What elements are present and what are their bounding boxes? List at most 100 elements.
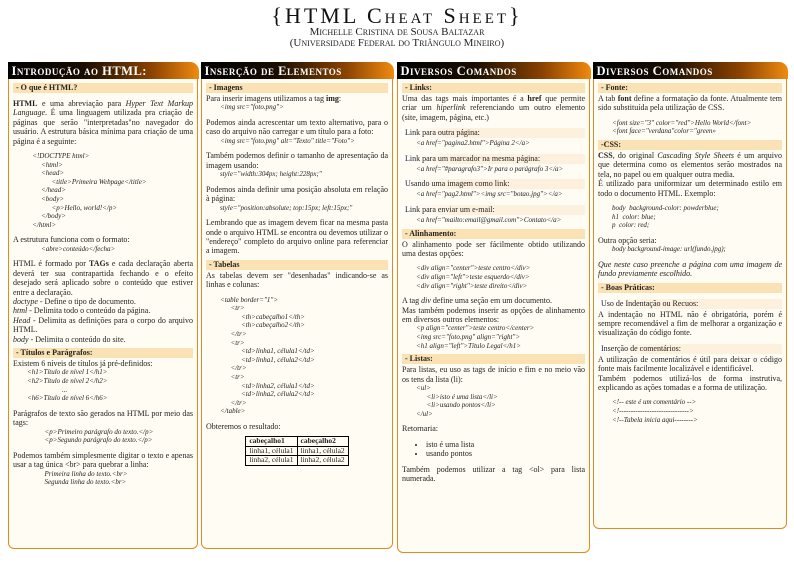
text: . É uma linguagem utilizada pra criação … bbox=[13, 108, 193, 146]
code-line: <!DOCTYPE html> bbox=[27, 152, 90, 161]
paragraph-line: Lembrando que as imagem devem ficar na m… bbox=[206, 218, 388, 256]
paragraph-line: body - Delimita o conteúdo do site. bbox=[13, 335, 193, 344]
code-line: style="position:absolute; top:15px; left… bbox=[220, 203, 353, 212]
paragraph-line: Também podemos utilizá-los de forma inst… bbox=[598, 374, 782, 393]
column-insercao: Inserção de Elementos - Imagens Para inser… bbox=[200, 62, 394, 549]
paragraph-line: Head - Delimita as definições para o cor… bbox=[13, 316, 193, 335]
paragraph-line: Outra opção seria: bbox=[598, 236, 782, 245]
list-item: usando pontos bbox=[426, 449, 585, 458]
table-header-cell: cabeçalho2 bbox=[296, 436, 349, 447]
code-line: <img src="foto.png" alt="Texto" title="F… bbox=[220, 136, 355, 145]
paragraph: As tabelas devem ser "desenhadas" indica… bbox=[206, 271, 388, 290]
code-line: <td>linha2, célula2</td> bbox=[220, 390, 315, 399]
code-line: </table> bbox=[220, 407, 246, 416]
paragraph-line: Retornaria: bbox=[402, 424, 585, 433]
table-row: linha2, célula1 linha2, célula2 bbox=[245, 455, 349, 466]
text: que permite criar um bbox=[402, 94, 585, 113]
section-heading: - O que é HTML? bbox=[13, 83, 193, 93]
code-example: body background-image: url(fundo.jpg); bbox=[612, 245, 782, 254]
code-line: <tr> bbox=[220, 304, 245, 313]
code-line: <h1 align="left">Título Legal</h1> bbox=[416, 341, 521, 350]
code-line: </tr> bbox=[220, 398, 247, 407]
text: - Define o tipo de documento. bbox=[37, 297, 136, 306]
bold-text: TAGs bbox=[88, 259, 109, 269]
text: - Delimita as definições para o corpo do… bbox=[13, 315, 193, 335]
code-line: <tr> bbox=[220, 373, 245, 381]
table-cell: linha2, célula1 bbox=[245, 455, 298, 466]
text: - Delimita o conteúdo do site. bbox=[28, 334, 126, 344]
code-line: <li>isto é uma lista</li> bbox=[416, 392, 498, 401]
paragraph: HTML é formado por TAGs e cada declaraçã… bbox=[13, 259, 193, 344]
bold-text: HTML bbox=[13, 99, 38, 108]
text: É utilizado para uniformizar um determin… bbox=[598, 179, 782, 198]
bold-text: font bbox=[617, 94, 632, 103]
code-example: <font size="3" color="red">Hello World</… bbox=[612, 119, 782, 136]
text: Podemos ainda acrescentar um texto alter… bbox=[206, 118, 388, 137]
italic-text: Cascading Style Sheets bbox=[657, 151, 735, 160]
text: A indentação no HTML não é obrigatória, … bbox=[598, 309, 782, 338]
code-line: <li>usando pontos</li> bbox=[416, 401, 496, 410]
code-line: <title>Primeira Webpage</title> bbox=[27, 177, 147, 186]
code-line: <head> bbox=[27, 169, 65, 178]
code-line: </ul> bbox=[416, 409, 433, 418]
code-line: <div align="left">teste esquerdo</div> bbox=[416, 273, 530, 281]
text: e uma abreviação para bbox=[37, 99, 126, 108]
table-cell: linha2, célula2 bbox=[296, 455, 349, 466]
code-line: </html> bbox=[27, 220, 57, 229]
paragraph: Obteremos o resultado: bbox=[206, 422, 388, 431]
text: e cada declaração aberta deverá ter sua … bbox=[13, 259, 194, 297]
code-line: <body> bbox=[27, 195, 65, 203]
code-example: <table border="1"> <tr> <th>cabeçalho1</… bbox=[220, 296, 388, 416]
code-line: <td>linha1, célula2</td> bbox=[220, 355, 315, 364]
code-line: <p>Primeiro parágrafo do texto.</p> bbox=[27, 427, 154, 436]
italic-text: div bbox=[421, 296, 431, 306]
page-title: {HTML Cheat Sheet} bbox=[271, 3, 523, 28]
subsection-heading: Link para outra página: bbox=[402, 128, 585, 139]
text: Mas também podemos inserir as opções de … bbox=[402, 305, 585, 324]
result-table: cabeçalho1 cabeçalho2 linha1, célula1 linha… bbox=[245, 436, 349, 466]
code-line: <a href="pag2.html"><img src="botao.jpg"… bbox=[416, 190, 563, 199]
paragraph-line: Também podemos utilizar a tag <ol> para … bbox=[402, 465, 585, 484]
text: Para listas, eu uso as tags de início e … bbox=[402, 365, 585, 384]
column-title: Inserção de Elementos bbox=[200, 62, 394, 79]
column-body: - O que é HTML? HTML e uma abreviação par… bbox=[9, 79, 197, 491]
column-title: Diversos Comandos bbox=[592, 62, 788, 79]
section-heading: - Boas Práticas: bbox=[598, 282, 782, 293]
code-line: ... bbox=[27, 385, 68, 394]
bullet-list: isto é uma listausando pontos bbox=[420, 440, 585, 459]
code-line: body background-image: url(fundo.jpg); bbox=[612, 245, 726, 254]
code-line: <abre>conteúdo</fecha> bbox=[27, 244, 116, 253]
paragraph-line: HTML é formado por TAGs e cada declaraçã… bbox=[13, 259, 193, 297]
column-body: - Fonte: A tab font define a formatação d… bbox=[594, 79, 786, 428]
column-title: Diversos Comandos bbox=[396, 62, 591, 79]
text: , do original bbox=[612, 151, 658, 160]
code-line: </head> bbox=[27, 186, 66, 195]
paragraph: Existem 6 níveis de títulos já pré-defin… bbox=[13, 359, 193, 368]
author-institution: (Universidade Federal do Triângulo Minei… bbox=[289, 37, 505, 49]
section-heading: - Links: bbox=[402, 83, 585, 93]
paragraph-line: Para inserir imagens utilizamos a tag im… bbox=[206, 94, 388, 103]
column-body: - Imagens Para inserir imagens utilizamos… bbox=[202, 79, 392, 470]
code-example: <a href="pag2.html"><img src="botao.jpg"… bbox=[416, 190, 585, 199]
code-line: <ul> bbox=[416, 384, 431, 392]
italic-text: Head bbox=[13, 315, 31, 325]
code-line: <html> bbox=[27, 160, 63, 169]
paragraph: Também podemos utilizar a tag <ol> para … bbox=[402, 465, 585, 484]
paragraph: O alinhamento pode ser fácilmente obtido… bbox=[402, 240, 585, 259]
paragraph: HTML e uma abreviação para Hyper Text Ma… bbox=[13, 99, 193, 146]
column-body: - Links: Uma das tags mais importantes é … bbox=[398, 79, 589, 487]
paragraph-line: Podemos ainda definir uma posição absolu… bbox=[206, 185, 388, 204]
text: A utilização de comentários é útil para … bbox=[598, 354, 782, 374]
code-line: <!------------------------------> bbox=[612, 407, 694, 416]
text: Também podemos utilizá-los de forma inst… bbox=[598, 373, 782, 393]
code-line: <a href="#paragrafo3">Ir para o parágraf… bbox=[416, 164, 564, 173]
paragraph: Lembrando que as imagem devem ficar na m… bbox=[206, 218, 388, 256]
paragraph-line: A utilização de comentários é útil para … bbox=[598, 355, 782, 374]
code-line: <h6>Título de nível 6</h6> bbox=[27, 394, 108, 403]
code-line: </tr> bbox=[220, 364, 247, 373]
subsection-heading: Usando uma imagem como link: bbox=[402, 179, 585, 190]
code-example: <div align="center">teste centro</div> <d… bbox=[416, 264, 585, 290]
paragraph-line: A indentação no HTML não é obrigatória, … bbox=[598, 310, 782, 338]
text: é um arquivo que determina como os eleme… bbox=[598, 151, 782, 179]
code-line: <img src="foto.png" align="right"> bbox=[416, 333, 521, 341]
